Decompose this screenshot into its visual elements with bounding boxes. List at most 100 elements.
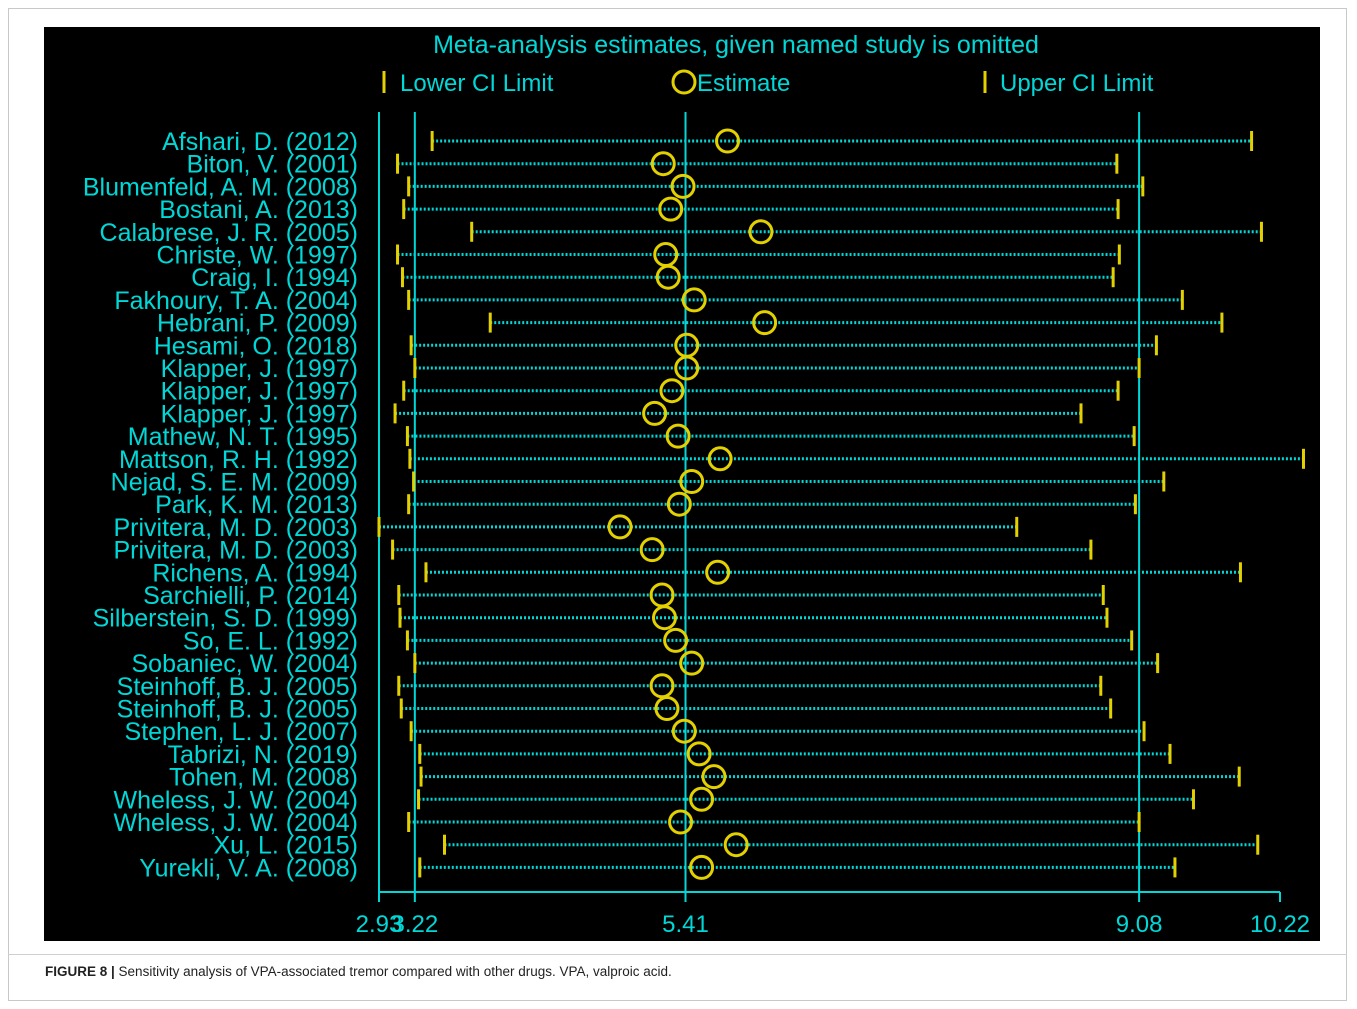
- study-row: Calabrese, J. R. (2005): [100, 219, 1263, 247]
- study-label: Afshari, D. (2012): [162, 128, 358, 156]
- legend-upper-label: Upper CI Limit: [1000, 70, 1154, 97]
- study-label: Hesami, O. (2018): [154, 332, 358, 360]
- study-label: Calabrese, J. R. (2005): [100, 219, 358, 247]
- study-row: Afshari, D. (2012): [162, 128, 1254, 156]
- study-label: Tohen, M. (2008): [169, 764, 358, 792]
- estimate-marker: [723, 832, 749, 858]
- study-row: Tabrizi, N. (2019): [168, 741, 1172, 769]
- estimate-marker: [701, 764, 727, 790]
- study-row: Privitera, M. D. (2003): [113, 537, 1093, 565]
- study-label: Privitera, M. D. (2003): [113, 514, 358, 542]
- estimate-marker: [671, 718, 697, 744]
- study-label: Sobaniec, W. (2004): [131, 650, 358, 678]
- study-label: Yurekli, V. A. (2008): [139, 854, 358, 882]
- study-label: Park, K. M. (2013): [155, 491, 358, 519]
- estimate-marker: [655, 264, 681, 290]
- study-label: Bostani, A. (2013): [159, 196, 358, 224]
- estimate-marker: [679, 650, 705, 676]
- study-label: So, E. L. (1992): [183, 627, 358, 655]
- study-label: Steinhoff, B. J. (2005): [117, 673, 358, 701]
- study-row: Nejad, S. E. M. (2009): [111, 469, 1166, 497]
- study-label: Fakhoury, T. A. (2004): [114, 287, 358, 315]
- study-row: Fakhoury, T. A. (2004): [114, 287, 1184, 315]
- chart-title: Meta-analysis estimates, given named stu…: [433, 31, 1039, 59]
- study-label: Xu, L. (2015): [213, 832, 358, 860]
- legend-estimate-circle: [671, 69, 697, 95]
- study-label: Nejad, S. E. M. (2009): [111, 469, 358, 497]
- estimate-marker: [707, 446, 733, 472]
- legend-lower-label: Lower CI Limit: [400, 70, 554, 97]
- legend-estimate-label: Estimate: [697, 70, 790, 97]
- study-label: Silberstein, S. D. (1999): [93, 605, 358, 633]
- study-row: Stephen, L. J. (2007): [125, 718, 1146, 746]
- estimate-marker: [705, 559, 731, 585]
- study-row: Privitera, M. D. (2003): [113, 514, 1019, 542]
- study-row: Steinhoff, B. J. (2005): [117, 673, 1103, 701]
- estimate-marker: [715, 128, 741, 154]
- x-tick-label: 5.41: [662, 911, 709, 938]
- study-label: Steinhoff, B. J. (2005): [117, 696, 358, 724]
- x-tick-label: 10.22: [1250, 911, 1310, 938]
- caption-text: Sensitivity analysis of VPA-associated t…: [114, 964, 672, 979]
- study-label: Wheless, J. W. (2004): [113, 786, 358, 814]
- study-row: Mattson, R. H. (1992): [119, 446, 1305, 474]
- estimate-marker: [642, 400, 668, 426]
- study-row: Tohen, M. (2008): [169, 764, 1241, 792]
- estimate-marker: [654, 696, 680, 721]
- figure-label: FIGURE 8 |: [45, 964, 115, 979]
- estimate-marker: [607, 514, 633, 540]
- study-row: Hebrani, P. (2009): [157, 310, 1224, 338]
- estimate-marker: [752, 310, 778, 336]
- estimate-marker: [639, 537, 665, 563]
- study-row: Klapper, J. (1997): [161, 378, 1120, 406]
- study-row: Hesami, O. (2018): [154, 332, 1158, 360]
- study-row: Sarchielli, P. (2014): [143, 582, 1105, 610]
- study-label: Klapper, J. (1997): [161, 378, 358, 406]
- estimate-marker: [674, 332, 700, 358]
- study-row: Wheless, J. W. (2004): [113, 786, 1195, 814]
- study-row: Klapper, J. (1997): [161, 355, 1141, 383]
- study-row: So, E. L. (1992): [183, 627, 1134, 655]
- study-row: Sobaniec, W. (2004): [131, 650, 1160, 678]
- figure-caption: FIGURE 8 | Sensitivity analysis of VPA-a…: [45, 964, 1325, 979]
- study-label: Tabrizi, N. (2019): [168, 741, 358, 769]
- study-row: Blumenfeld, A. M. (2008): [83, 173, 1145, 201]
- study-row: Bostani, A. (2013): [159, 196, 1120, 224]
- estimate-marker: [658, 196, 684, 222]
- x-axis: 2.933.22 5.41 9.08 10.22: [356, 891, 1310, 938]
- legend: Lower CI Limit Estimate Upper CI Limit: [382, 69, 1154, 97]
- study-row: Richens, A. (1994): [152, 559, 1242, 587]
- study-rows: Afshari, D. (2012)Biton, V. (2001)Blumen…: [83, 128, 1305, 882]
- x-tick-label: 9.08: [1116, 911, 1163, 938]
- reference-lines: [378, 112, 1141, 892]
- estimate-marker: [689, 786, 715, 812]
- study-row: Klapper, J. (1997): [161, 400, 1083, 428]
- study-row: Christe, W. (1997): [157, 242, 1121, 270]
- x-tick-label: 3.22: [391, 911, 438, 938]
- study-label: Blumenfeld, A. M. (2008): [83, 173, 358, 201]
- estimate-marker: [686, 741, 712, 767]
- estimate-marker: [665, 423, 691, 449]
- estimate-marker: [649, 582, 675, 608]
- study-label: Mathew, N. T. (1995): [128, 423, 358, 451]
- study-label: Richens, A. (1994): [152, 559, 358, 587]
- study-row: Mathew, N. T. (1995): [128, 423, 1136, 451]
- study-label: Privitera, M. D. (2003): [113, 537, 358, 565]
- estimate-marker: [679, 469, 705, 494]
- forest-plot: Meta-analysis estimates, given named stu…: [83, 31, 1310, 938]
- estimate-marker: [681, 287, 707, 313]
- study-row: Park, K. M. (2013): [155, 491, 1137, 519]
- study-row: Wheless, J. W. (2004): [113, 809, 1141, 837]
- estimate-marker: [689, 854, 715, 880]
- study-label: Biton, V. (2001): [187, 151, 358, 179]
- study-label: Mattson, R. H. (1992): [119, 446, 358, 474]
- estimate-marker: [670, 173, 696, 199]
- study-row: Xu, L. (2015): [213, 832, 1260, 860]
- estimate-marker: [649, 673, 675, 699]
- x-tick-label: 2.93: [356, 911, 403, 938]
- study-row: Steinhoff, B. J. (2005): [117, 696, 1113, 724]
- estimate-marker: [666, 491, 692, 517]
- estimate-marker: [652, 605, 678, 631]
- study-label: Christe, W. (1997): [157, 242, 358, 270]
- estimate-marker: [659, 378, 685, 404]
